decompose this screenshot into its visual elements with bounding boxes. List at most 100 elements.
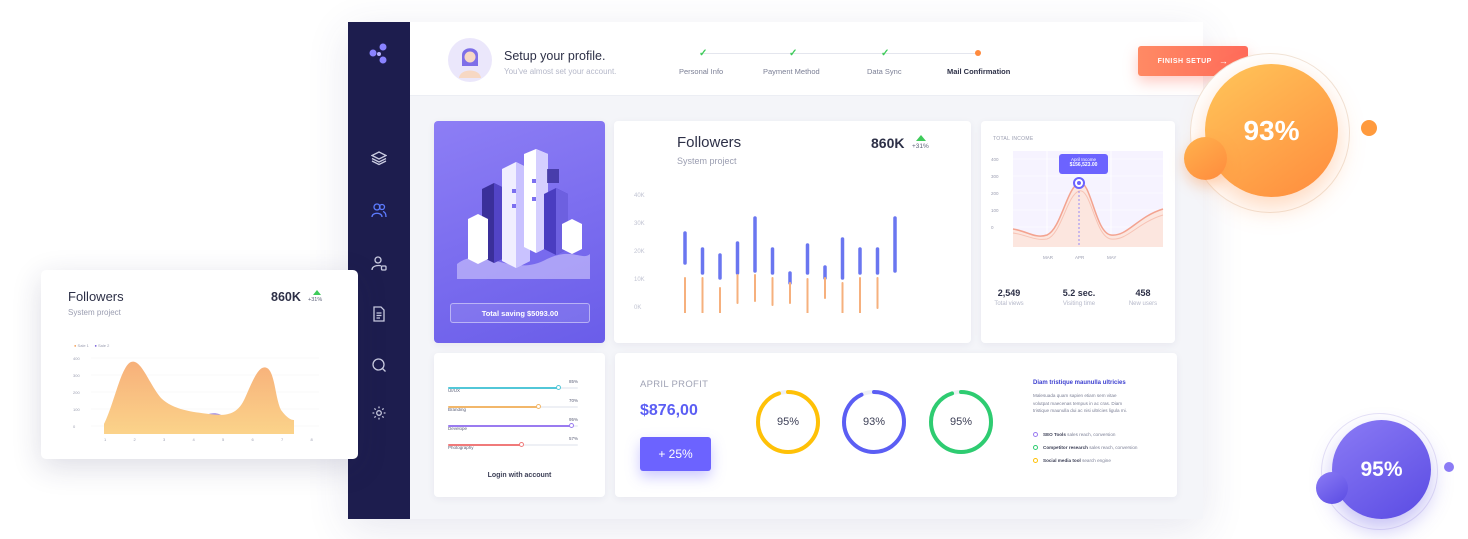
side-text-line: tristique maunulla dui ac nisi ultricies… (1033, 408, 1127, 413)
chat-icon[interactable] (367, 353, 391, 377)
axis-tick-label: 7 (281, 437, 284, 442)
skill-label: Develope (448, 426, 468, 431)
followers-title: Followers (677, 134, 742, 151)
sidebar (348, 22, 410, 519)
saving-card: Total saving $5093.00 (434, 121, 605, 343)
purple-dot-small (1444, 462, 1454, 472)
orange-stat-bubble: 93% (1190, 53, 1350, 213)
skill-progress-bar (448, 444, 523, 446)
skill-label: Branding (448, 407, 467, 412)
legend-dot-icon: ● (74, 343, 77, 348)
profit-side-text: Malesuada quam sapien etiam sem vitae vo… (1033, 392, 1163, 415)
step-payment-method[interactable]: Payment Method (763, 67, 820, 76)
axis-tick-label: 4 (193, 437, 196, 442)
axis-tick-label: 200 (73, 390, 80, 395)
axis-tick-label: 8 (311, 437, 314, 442)
steps-track (702, 53, 980, 54)
profit-card: APRIL PROFIT $876,00 + 25% 95% 93% 95% D… (615, 353, 1177, 497)
axis-tick-label: 5 (222, 437, 225, 442)
stat-users-value: 458 (1135, 288, 1151, 298)
stat-time-label: Visiting time (1062, 301, 1096, 307)
trend-up-icon (916, 135, 926, 141)
skill-progress-bar (448, 387, 559, 389)
stat-users-label: New users (1128, 301, 1158, 307)
profit-value: $876,00 (640, 402, 698, 419)
skill-row: Develope 95% (448, 417, 578, 435)
skill-knob[interactable] (568, 423, 574, 428)
step-mail-confirmation[interactable]: Mail Confirmation (947, 67, 1011, 76)
legend-item-social: Social media tool search engine (1033, 458, 1137, 471)
legend-item-competitor: Competitor research sales reach, convers… (1033, 445, 1137, 458)
step-personal-info[interactable]: Personal Info (679, 67, 724, 76)
axis-tick-label: 10K (634, 277, 645, 283)
legend-desc: sales reach, conversion (1067, 432, 1116, 437)
axis-tick-label: 6 (252, 437, 255, 442)
orange-bubble-fill (1205, 64, 1338, 197)
skill-label: UI/UX (448, 388, 461, 393)
legend-name: SEO Tools (1043, 432, 1066, 437)
profit-growth-button[interactable]: + 25% (640, 437, 711, 471)
axis-tick-label: 100 (991, 208, 999, 213)
users-icon[interactable] (367, 198, 391, 222)
axis-tick-label: MAR (1043, 255, 1054, 260)
step-check-icon: ✓ (881, 48, 890, 59)
arrow-right-icon: → (1218, 56, 1229, 66)
float-area-chart: 400 300 200 100 0 1 2 3 4 5 6 7 8 (73, 356, 319, 442)
legend-dot-icon: ● (94, 343, 97, 348)
avatar (448, 38, 492, 82)
skill-progress-bar (448, 406, 539, 408)
income-card: TOTAL INCOME 400 300 200 100 0 MAR APR MAY Apri… (981, 121, 1175, 343)
login-with-account-link[interactable]: Login with account (487, 472, 552, 479)
side-text-line: Malesuada quam sapien etiam sem vitae (1033, 393, 1117, 398)
axis-tick-label: 30K (634, 221, 645, 227)
skills-card: UI/UX 85% Branding 70% Develope 95% Photograph… (434, 353, 605, 497)
setup-header: Setup your profile. You've almost set yo… (410, 22, 1248, 96)
axis-tick-label: 100 (73, 407, 80, 412)
legend-dot-icon (1033, 445, 1038, 451)
skill-value: 95% (568, 417, 578, 422)
finish-setup-label: FINISH SETUP (1157, 57, 1212, 65)
axis-tick-label: 0 (73, 424, 76, 429)
skill-row: Branding 70% (448, 398, 578, 416)
skill-progress-bar (448, 425, 572, 427)
total-saving-button[interactable]: Total saving $5093.00 (450, 303, 590, 323)
dashboard-window: Setup your profile. You've almost set yo… (348, 22, 1248, 519)
axis-tick-label: 400 (73, 356, 80, 361)
side-text-line: volutpat maecenas tempus in ac cras. Dia… (1033, 400, 1123, 406)
step-data-sync[interactable]: Data Sync (867, 67, 902, 76)
axis-tick-label: MAY (1107, 255, 1116, 260)
axis-tick-label: 20K (634, 249, 645, 255)
progress-ring-green (929, 390, 993, 454)
axis-tick-label: 3 (163, 437, 166, 442)
purple-bubble-fill (1332, 420, 1431, 519)
tooltip-title: April Income (1070, 157, 1096, 162)
orange-dot-small (1361, 120, 1377, 136)
user-lock-icon[interactable] (367, 251, 391, 275)
city-illustration (457, 149, 590, 279)
skill-value: 85% (568, 379, 578, 384)
legend-sale-2: Sale 2 (98, 343, 110, 348)
floating-followers-card: Followers System project 860K +31% ● Sal… (41, 270, 358, 459)
legend-desc: search engine (1082, 458, 1111, 463)
skill-knob[interactable] (519, 442, 525, 447)
document-icon[interactable] (367, 302, 391, 326)
stat-views-value: 2,549 (997, 288, 1021, 298)
skill-knob[interactable] (555, 385, 561, 390)
float-followers-title: Followers (68, 289, 124, 304)
orange-bubble-label: 93% (1243, 114, 1300, 146)
gear-icon[interactable] (367, 401, 391, 425)
float-followers-subtitle: System project (68, 308, 121, 317)
followers-value: 860K (871, 135, 905, 151)
purple-dot-large (1316, 472, 1348, 504)
skill-knob[interactable] (536, 404, 541, 409)
skill-row: UI/UX 85% (448, 379, 578, 397)
layers-icon[interactable] (367, 146, 391, 170)
tooltip-value: $156,523.00 (1069, 162, 1098, 168)
axis-tick-label: 200 (991, 191, 999, 196)
purple-stat-bubble: 95% (1321, 413, 1438, 530)
axis-tick-label: 40K (634, 193, 645, 199)
step-check-icon: ✓ (699, 48, 708, 59)
logo-icon[interactable] (367, 42, 391, 66)
axis-tick-label: APR (1075, 255, 1085, 260)
profit-legend: SEO Tools sales reach, conversion Compet… (1033, 432, 1137, 471)
